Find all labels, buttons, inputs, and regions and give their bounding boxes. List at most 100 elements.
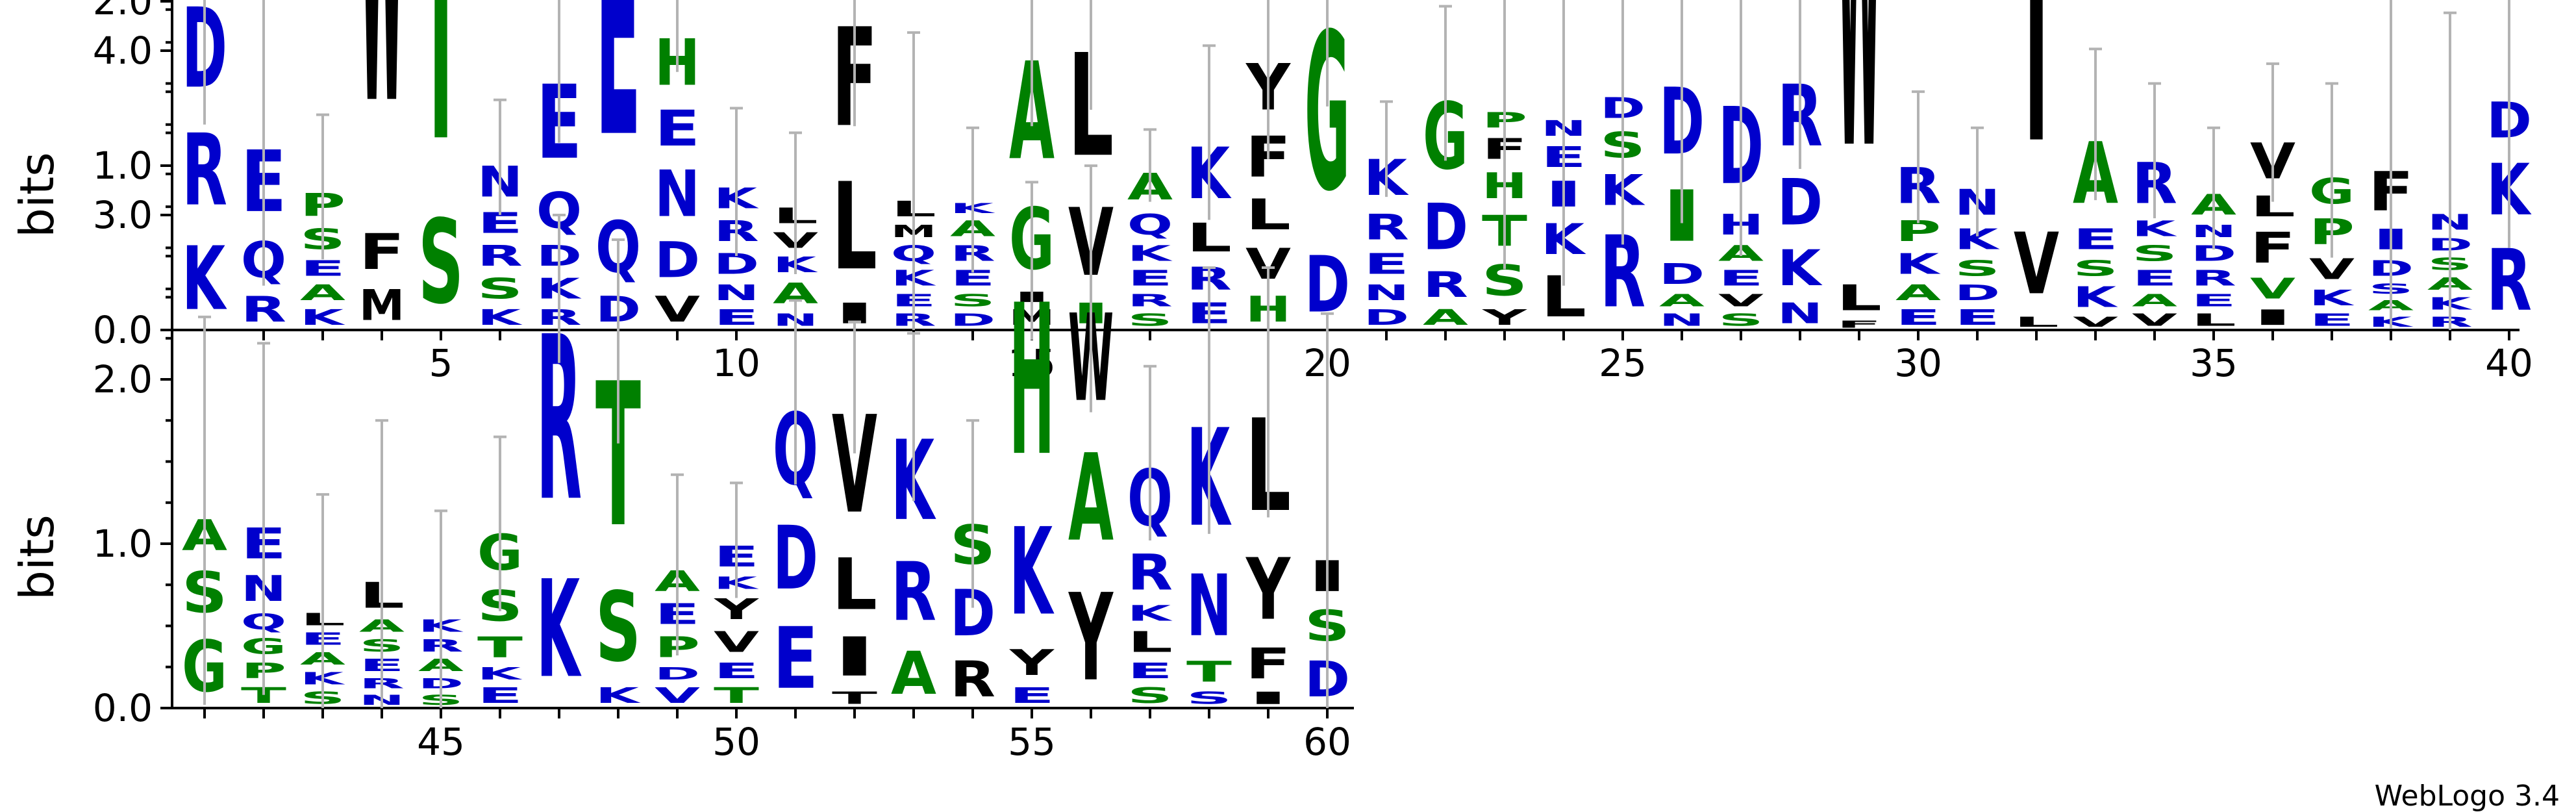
logo-letter: V: [2250, 272, 2295, 305]
x-tick-label: 45: [417, 720, 465, 764]
logo-letter: I: [2250, 305, 2295, 330]
logo-letter: R: [1127, 290, 1173, 310]
logo-letter: E: [773, 609, 818, 708]
logo-letter: E: [300, 256, 345, 281]
logo-letter: S: [477, 272, 523, 305]
logo-letter: R: [477, 240, 523, 273]
logo-letter: F: [1836, 318, 1882, 330]
logo-letter: R: [1127, 544, 1173, 602]
logo-letter: L: [1245, 190, 1291, 240]
logo-letter: S: [1955, 257, 2000, 281]
logo-letter: D: [1955, 281, 2000, 306]
y-tick-label: 1.0: [93, 522, 153, 566]
logo-letter: D: [655, 664, 700, 683]
logo-letter: Q: [1127, 209, 1173, 242]
logo-letter: K: [2132, 217, 2177, 242]
logo-stack-54: RDS: [950, 419, 995, 708]
logo-stack-20: DG: [1305, 0, 1350, 330]
x-tick-label: 15: [1008, 341, 1056, 385]
logo-letter: K: [1777, 240, 1823, 298]
logo-letter: A: [891, 640, 936, 708]
logo-letter: D: [1777, 165, 1823, 240]
logo-letter: T: [477, 631, 523, 664]
logo-letter: E: [714, 659, 759, 683]
logo-letter: A: [300, 281, 346, 306]
x-tick-label: 40: [2485, 341, 2533, 385]
x-tick-label: 5: [429, 341, 453, 385]
logo-letter: V: [2073, 314, 2118, 330]
logo-letter: N: [1186, 556, 1232, 655]
logo-stack-48: KST: [595, 238, 641, 708]
logo-letter: D: [773, 508, 818, 609]
logo-letter: E: [2132, 266, 2177, 290]
logo-letter: R: [950, 650, 995, 708]
logo-letter: Y: [1009, 642, 1055, 683]
y-tick-label: 3.0: [93, 193, 153, 237]
logo-stack-32: LVT: [2014, 0, 2060, 330]
logo-row-1: bits 0.01.02.03.04.0510152025303540KRDRQ…: [10, 0, 2533, 385]
logo-stack-1: KRD: [182, 0, 227, 330]
logo-letter: K: [2309, 286, 2355, 311]
y-axis-label: bits: [10, 514, 64, 600]
logo-letter: E: [655, 100, 700, 157]
logo-letter: R: [2486, 232, 2532, 330]
logo-stack-29: FLW: [1836, 0, 1882, 330]
weblogo-credit: WebLogo 3.4: [2375, 780, 2560, 812]
x-tick-label: 55: [1008, 720, 1056, 764]
logo-letter: E: [1895, 305, 1941, 330]
logo-letter: V: [714, 626, 759, 659]
logo-letter: E: [477, 683, 523, 708]
logo-letter: E: [1127, 266, 1173, 290]
logo-letter: E: [2309, 311, 2355, 330]
logo-letter: R: [891, 545, 936, 639]
logo-stack-40: RKD: [2486, 0, 2532, 330]
logo-letter: R: [1423, 264, 1468, 305]
logo-letter: F: [359, 223, 405, 281]
logo-letter: S: [2132, 242, 2177, 266]
logo-letter: E: [1718, 266, 1764, 290]
logo-letter: L: [832, 544, 877, 626]
logo-letter: W: [1836, 0, 1882, 275]
logo-letter: V: [2014, 216, 2059, 314]
logo-letter: R: [241, 289, 286, 330]
logo-letter: E: [2191, 290, 2236, 310]
logo-letter: K: [1895, 248, 1942, 281]
logo-letter: N: [1364, 281, 1409, 305]
logo-letter: K: [1127, 602, 1173, 626]
logo-letter: S: [595, 572, 641, 683]
logo-letter: W: [359, 0, 405, 222]
logo-letter: N: [714, 281, 759, 305]
logo-letter: Y: [1482, 305, 1528, 330]
logo-letter: L: [1836, 278, 1882, 319]
logo-letter: F: [2250, 223, 2295, 273]
logo-letter: V: [2309, 253, 2355, 286]
logo-stack-56: YAW: [1068, 164, 1114, 708]
logo-letter: A: [1068, 429, 1114, 568]
logo-letter: V: [2132, 310, 2178, 330]
logo-letter: K: [182, 228, 227, 330]
logo-letter: S: [418, 195, 464, 329]
y-tick-label: 1.0: [93, 144, 153, 188]
logo-letter: D: [1364, 306, 1409, 331]
x-tick-label: 30: [1894, 341, 1942, 385]
logo-letter: V: [655, 289, 700, 330]
logo-letter: L: [1127, 626, 1173, 659]
